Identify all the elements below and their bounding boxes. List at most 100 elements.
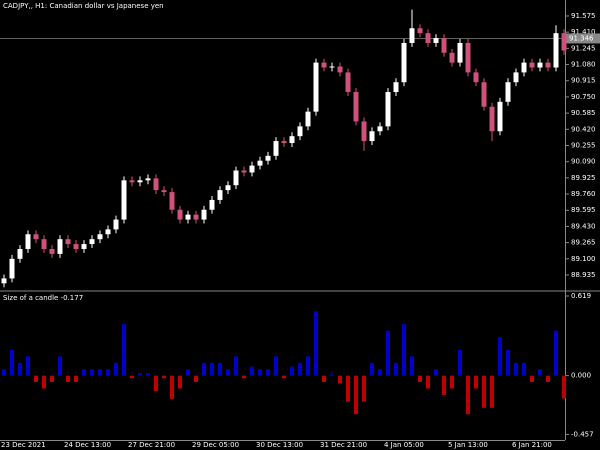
- x-tick-label: 6 Jan 21:00: [512, 441, 552, 449]
- y-tick-label: 90.255: [571, 141, 596, 149]
- histogram-bar: [514, 362, 518, 376]
- candle-body: [273, 141, 279, 156]
- y-tick-label: 91.410: [571, 28, 596, 36]
- candle-body: [441, 38, 447, 53]
- candle-body: [433, 38, 439, 43]
- histogram-bar: [106, 369, 110, 376]
- histogram-bar: [170, 375, 174, 399]
- y-tick-label: 89.925: [571, 174, 596, 182]
- candle-body: [65, 239, 71, 245]
- candle-body: [193, 214, 199, 220]
- histogram-bar: [530, 375, 534, 383]
- candle-body: [449, 52, 455, 63]
- candle-body: [25, 234, 31, 249]
- histogram-bar: [386, 330, 390, 376]
- histogram-bar: [202, 362, 206, 376]
- candle-body: [353, 92, 359, 122]
- histogram-bar: [138, 373, 142, 376]
- x-tick-label: 29 Dec 05:00: [192, 441, 239, 449]
- candle-body: [185, 214, 191, 220]
- chart-title: CADJPY,, H1: Canadian dollar vs Japanese…: [3, 2, 164, 10]
- histogram-bar: [210, 362, 214, 376]
- current-price-label: 91.346: [569, 34, 594, 42]
- histogram-bar: [458, 349, 462, 376]
- histogram-bar: [538, 369, 542, 376]
- histogram-bar: [186, 369, 190, 376]
- candle-body: [9, 258, 15, 279]
- histogram-bar: [362, 375, 366, 402]
- y-tick-label: 89.430: [571, 222, 596, 230]
- candle-body: [41, 239, 47, 249]
- candle-body: [289, 136, 295, 144]
- candle-body: [49, 248, 55, 254]
- candle-body: [537, 62, 543, 68]
- histogram-bar: [306, 356, 310, 376]
- histogram-bar: [370, 362, 374, 376]
- y-tick-label: 90.915: [571, 77, 596, 85]
- histogram-bar: [98, 369, 102, 376]
- histogram-bar: [226, 369, 230, 376]
- histogram-bar: [506, 349, 510, 376]
- candle-body: [249, 165, 255, 173]
- histogram-bar: [218, 362, 222, 376]
- candle-body: [217, 190, 223, 200]
- histogram-bar: [466, 375, 470, 415]
- candle-body: [393, 82, 399, 93]
- candle-body: [153, 178, 159, 191]
- candle-body: [465, 42, 471, 73]
- y-tick-label: -0.457: [571, 430, 594, 438]
- y-tick-label: 0.000: [571, 372, 591, 380]
- candle-body: [529, 62, 535, 68]
- histogram-bar: [330, 374, 334, 376]
- candle-body: [121, 180, 127, 220]
- candle-body: [457, 42, 463, 63]
- histogram-bar: [162, 375, 166, 379]
- candle-body: [97, 234, 103, 240]
- candle-body: [377, 126, 383, 132]
- candle-body: [33, 234, 39, 240]
- histogram-bar: [266, 369, 270, 376]
- candle-body: [345, 72, 351, 93]
- candle-body: [553, 33, 559, 68]
- candle-body: [145, 178, 151, 181]
- candle-body: [169, 192, 175, 210]
- histogram-bar: [498, 337, 502, 376]
- x-tick-label: 31 Dec 21:00: [320, 441, 367, 449]
- histogram-bar: [410, 356, 414, 376]
- y-tick-label: 90.585: [571, 109, 596, 117]
- candle-body: [481, 82, 487, 107]
- histogram-bar: [26, 356, 30, 376]
- candle-body: [17, 248, 23, 259]
- histogram-bar: [250, 366, 254, 376]
- candle-body: [161, 190, 167, 193]
- candle-body: [521, 62, 527, 73]
- y-tick-label: 0.619: [571, 292, 591, 300]
- histogram-bar: [122, 324, 126, 376]
- candle-body: [1, 278, 7, 284]
- candle-body: [473, 72, 479, 83]
- histogram-bar: [434, 369, 438, 376]
- candle-body: [329, 66, 335, 68]
- histogram-bar: [50, 375, 54, 383]
- candle-body: [233, 170, 239, 186]
- x-tick-label: 30 Dec 13:00: [256, 441, 303, 449]
- histogram-bar: [242, 375, 246, 379]
- histogram-bar: [74, 375, 78, 383]
- candle-body: [545, 62, 551, 68]
- candle-body: [257, 160, 263, 166]
- histogram-bar: [10, 349, 14, 376]
- y-tick-label: 89.265: [571, 239, 596, 247]
- histogram-bar: [562, 375, 566, 399]
- histogram-bar: [426, 375, 430, 389]
- histogram-bar: [394, 362, 398, 376]
- current-price-box: [566, 33, 600, 44]
- candle-body: [321, 62, 327, 68]
- histogram-bar: [66, 375, 70, 383]
- histogram-bar: [18, 362, 22, 376]
- histogram-bar: [58, 356, 62, 376]
- candle-body: [361, 121, 367, 142]
- candle-body: [281, 141, 287, 144]
- histogram-bar: [418, 375, 422, 383]
- histogram-bar: [234, 356, 238, 376]
